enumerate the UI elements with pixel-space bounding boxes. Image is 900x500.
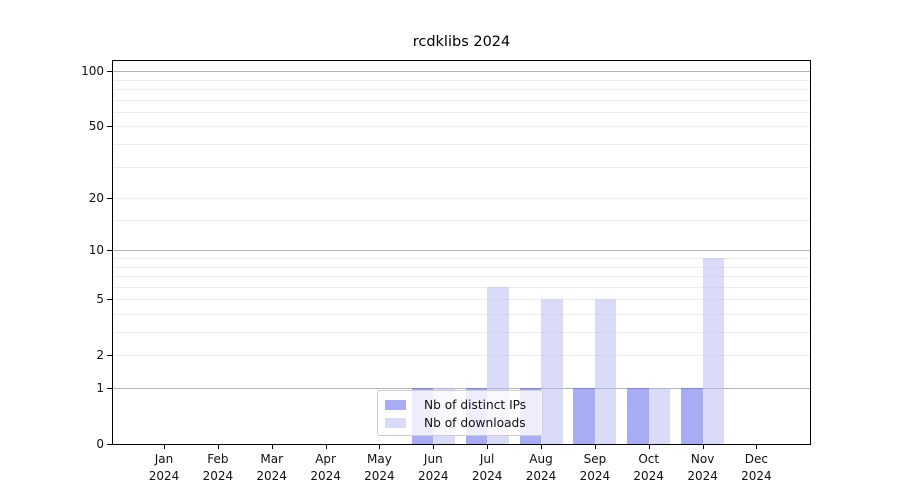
y-tick-label: 5: [96, 292, 104, 307]
legend-swatch-distinct-ips-icon: [385, 400, 406, 410]
gridline-minor: [113, 166, 810, 168]
y-tick: [107, 126, 113, 128]
x-tick: [433, 445, 435, 449]
legend: Nb of distinct IPs Nb of downloads: [377, 390, 543, 436]
y-tick-label: 1: [96, 381, 104, 395]
x-tick-label: Jun 2024: [418, 452, 449, 483]
gridline-minor: [113, 299, 810, 301]
x-tick-label: Oct 2024: [633, 452, 664, 483]
y-tick: [107, 299, 113, 301]
bar-distinct-ips-sep: [573, 388, 595, 444]
x-tick: [379, 445, 381, 449]
x-tick-label: Jul 2024: [471, 452, 503, 483]
gridline-minor: [113, 89, 810, 90]
gridline-minor: [113, 144, 810, 145]
y-tick-label: 10: [88, 243, 104, 258]
bar-downloads-nov: [702, 258, 725, 444]
x-tick: [756, 445, 758, 449]
y-tick: [107, 198, 113, 200]
chart-title: rcdklibs 2024: [412, 34, 511, 50]
x-tick: [702, 445, 704, 449]
x-tick-label: Aug 2024: [525, 452, 557, 483]
y-tick: [107, 444, 113, 445]
gridline-minor: [113, 258, 810, 259]
bar-downloads-sep: [594, 299, 617, 444]
gridline-minor: [113, 99, 810, 101]
bar-distinct-ips-nov: [681, 388, 703, 444]
gridline-minor: [113, 198, 810, 200]
gridline-minor: [113, 220, 810, 221]
legend-item-distinct-ips: Nb of distinct IPs: [385, 396, 542, 414]
legend-swatch-downloads-icon: [385, 418, 406, 428]
y-tick: [107, 388, 113, 389]
legend-label-downloads: Nb of downloads: [424, 416, 526, 430]
gridline-minor: [113, 314, 810, 315]
x-tick: [271, 445, 273, 449]
x-tick: [594, 445, 596, 449]
y-tick-label: 2: [96, 348, 104, 363]
gridline-minor: [113, 266, 810, 268]
x-tick: [541, 445, 542, 449]
x-tick-label: Mar 2024: [256, 452, 287, 483]
y-tick-label: 20: [88, 191, 104, 206]
x-tick: [487, 445, 489, 449]
x-tick-label: Nov 2024: [687, 452, 718, 483]
gridline-minor: [113, 286, 810, 288]
y-tick: [107, 250, 113, 252]
legend-item-downloads: Nb of downloads: [385, 414, 542, 432]
y-tick-label: 50: [88, 119, 104, 134]
x-tick-label: Dec 2024: [741, 452, 772, 483]
gridline-major: [113, 250, 810, 252]
x-tick: [648, 445, 650, 449]
gridline-minor: [113, 332, 810, 333]
y-tick-label: 0: [96, 437, 104, 451]
gridline-minor: [113, 276, 810, 277]
plot-area: [112, 60, 811, 445]
gridline-minor: [113, 111, 810, 113]
x-tick: [325, 445, 327, 449]
bar-downloads-oct: [648, 388, 671, 444]
x-tick-label: Sep 2024: [579, 452, 611, 483]
gridline-minor: [113, 126, 810, 128]
bar-downloads-aug: [541, 299, 563, 444]
legend-label-distinct-ips: Nb of distinct IPs: [424, 398, 527, 412]
gridline-major: [113, 388, 810, 389]
x-tick-label: Jan 2024: [148, 452, 180, 483]
gridline-major: [113, 71, 810, 73]
y-tick: [107, 355, 113, 357]
x-tick-label: Feb 2024: [202, 452, 234, 483]
x-tick: [217, 445, 219, 449]
gridline-minor: [113, 355, 810, 357]
x-tick-label: Apr 2024: [310, 452, 341, 483]
gridline-minor: [113, 79, 810, 81]
x-tick: [164, 445, 165, 449]
x-tick-label: May 2024: [364, 452, 395, 483]
y-tick: [107, 71, 113, 73]
bar-distinct-ips-oct: [627, 388, 649, 444]
y-tick-label: 100: [81, 64, 104, 79]
